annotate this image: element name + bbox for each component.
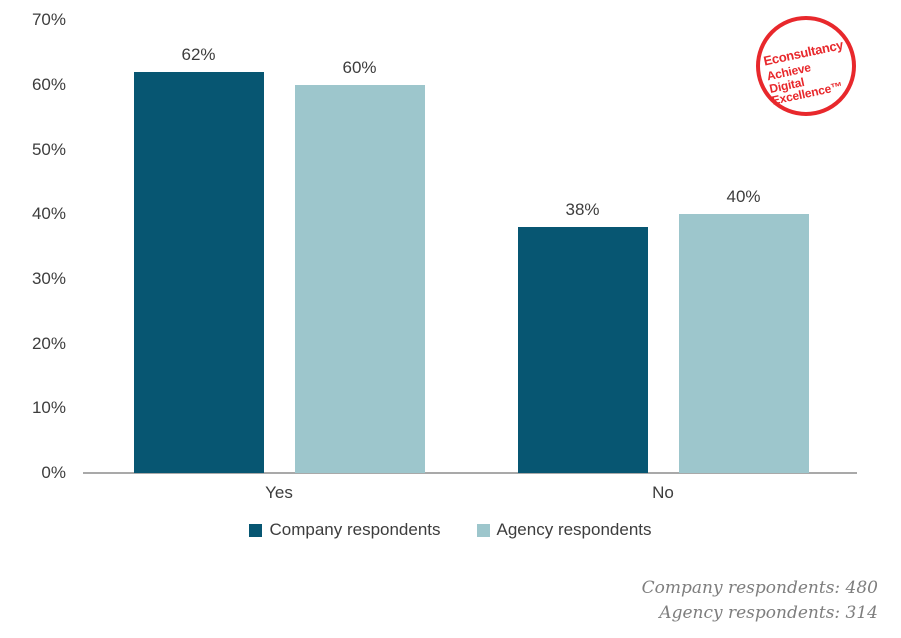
y-tick-label-70: 70% [31, 10, 66, 30]
bar-yes-agency-respondents [294, 84, 425, 473]
value-label-no-agency-respondents: 40% [726, 187, 761, 207]
econsultancy-logo: Econsultancy Achieve Digital Excellence™ [756, 16, 856, 116]
value-label-yes-company-respondents: 62% [181, 44, 216, 64]
econsultancy-logo-text: Econsultancy Achieve Digital Excellence™ [762, 36, 859, 108]
x-axis-line [83, 472, 857, 474]
bar-no-company-respondents [517, 227, 648, 473]
legend: Company respondents Agency respondents [0, 520, 901, 540]
y-tick-label-50: 50% [31, 139, 66, 159]
legend-label-company-respondents: Company respondents [269, 520, 441, 539]
y-tick-label-60: 60% [31, 74, 66, 94]
footnote-agency-respondents: Agency respondents: 314 [659, 603, 878, 623]
legend-swatch-agency-respondents [476, 523, 490, 537]
y-tick-label-30: 30% [31, 268, 66, 288]
value-label-yes-agency-respondents: 60% [342, 57, 377, 77]
legend-swatch-company-respondents [249, 523, 263, 537]
value-label-no-company-respondents: 38% [565, 200, 600, 220]
legend-item-company-respondents: Company respondents [249, 520, 441, 540]
footnote-company-respondents: Company respondents: 480 [641, 578, 878, 598]
y-tick-label-40: 40% [31, 204, 66, 224]
y-tick-label-0: 0% [41, 463, 66, 482]
bar-yes-company-respondents [133, 71, 264, 473]
bar-no-agency-respondents [678, 214, 809, 473]
x-category-label-no: No [652, 483, 674, 502]
legend-label-agency-respondents: Agency respondents [496, 520, 652, 539]
y-tick-label-20: 20% [31, 333, 66, 353]
y-tick-label-10: 10% [31, 398, 66, 418]
sample-size-footnotes: Company respondents: 480 Agency responde… [642, 576, 878, 626]
x-category-label-yes: Yes [265, 483, 293, 502]
legend-item-agency-respondents: Agency respondents [476, 520, 652, 540]
